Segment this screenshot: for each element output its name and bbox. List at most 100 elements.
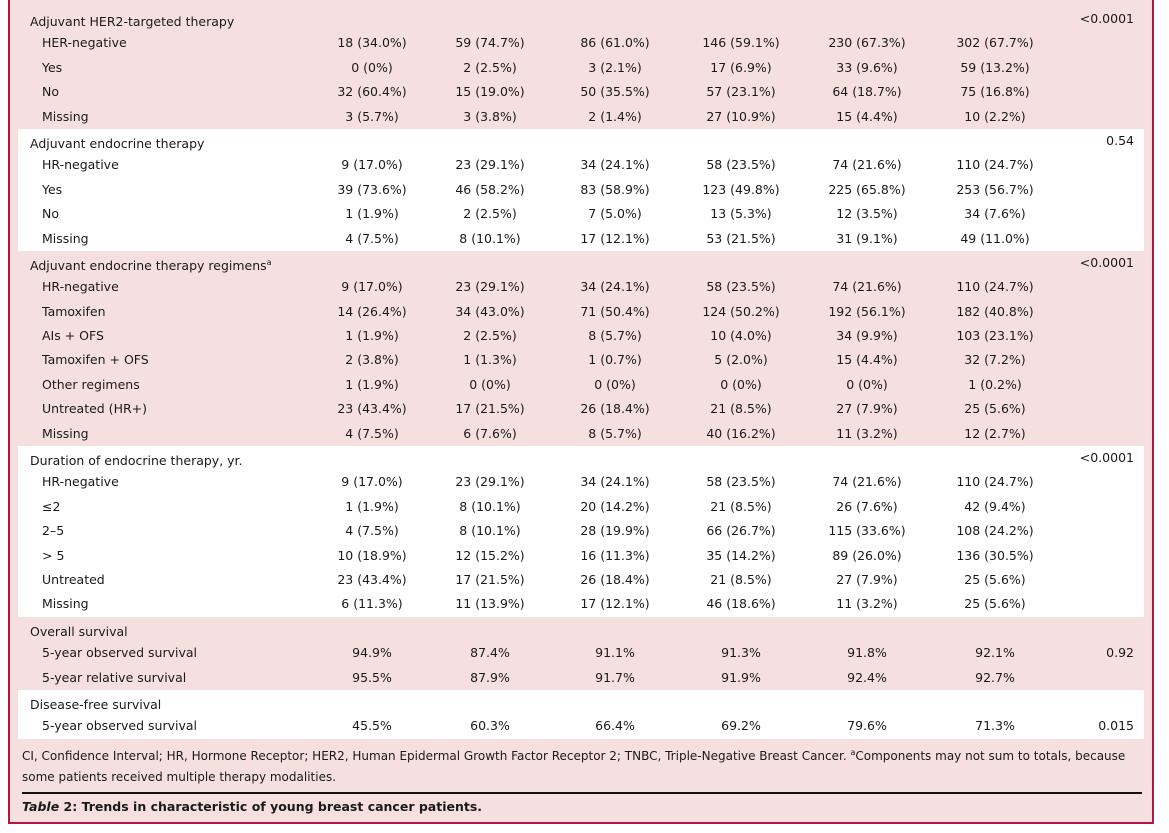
cell-value: 27 (10.9%) <box>706 108 776 124</box>
cell-value: 8 (10.1%) <box>459 230 521 246</box>
cell-value: 6 (7.6%) <box>463 425 517 441</box>
cell-value: 26 (18.4%) <box>580 571 650 587</box>
cell-value: 21 (8.5%) <box>710 571 772 587</box>
cell-value: 17 (12.1%) <box>580 230 650 246</box>
cell-value: 8 (5.7%) <box>588 328 642 344</box>
cell-value: 25 (5.6%) <box>964 401 1026 417</box>
cell-value: 34 (9.9%) <box>836 328 898 344</box>
table-row: Tamoxifen 14 (26.4%) 34 (43.0%) 71 (50.4%) 1… <box>18 300 1144 324</box>
cell-value: 136 (30.5%) <box>956 547 1034 563</box>
cell-value: 87.4% <box>470 645 510 661</box>
cell-value: 8 (10.1%) <box>459 498 521 514</box>
row-label: 5-year observed survival <box>42 645 197 661</box>
cell-value: 28 (19.9%) <box>580 523 650 539</box>
table-row: 5-year relative survival 95.5% 87.9% 91.7% 9… <box>18 666 1144 690</box>
cell-value: 25 (5.6%) <box>964 571 1026 587</box>
row-label: 2–5 <box>42 523 65 539</box>
table-row: HR-negative 9 (17.0%) 23 (29.1%) 34 (24.1%)… <box>18 153 1144 177</box>
cell-value: 1 (1.9%) <box>345 376 399 392</box>
cell-value: 1 (0.7%) <box>588 352 642 368</box>
cell-value: 59 (74.7%) <box>455 35 525 51</box>
cell-value: 7 (5.0%) <box>588 206 642 222</box>
table-caption: Table 2: Trends in characteristic of you… <box>22 799 482 814</box>
cell-value: 17 (6.9%) <box>710 59 772 75</box>
section-title: Adjuvant endocrine therapy regimensa <box>30 251 272 279</box>
p-value: <0.0001 <box>1079 254 1134 270</box>
section-title-text: Adjuvant HER2-targeted therapy <box>30 14 235 30</box>
cell-value: 23 (43.4%) <box>337 401 407 417</box>
cell-value: 9 (17.0%) <box>341 279 403 295</box>
cell-value: 11 (13.9%) <box>455 596 525 612</box>
cell-value: 110 (24.7%) <box>956 279 1034 295</box>
table-row: HR-negative 9 (17.0%) 23 (29.1%) 34 (24.1%)… <box>18 470 1144 494</box>
cell-value: 2 (1.4%) <box>588 108 642 124</box>
cell-value: 17 (12.1%) <box>580 596 650 612</box>
cell-value: 1 (1.9%) <box>345 206 399 222</box>
cell-value: 108 (24.2%) <box>956 523 1034 539</box>
cell-value: 18 (34.0%) <box>337 35 407 51</box>
cell-value: 92.4% <box>847 669 887 685</box>
cell-value: 0 (0%) <box>720 376 762 392</box>
cell-value: 123 (49.8%) <box>702 181 780 197</box>
cell-value: 6 (11.3%) <box>341 596 403 612</box>
table-row: 5-year observed survival 45.5% 60.3% 66.4% 6… <box>18 714 1144 738</box>
cell-value: 35 (14.2%) <box>706 547 776 563</box>
section-title: Overall survival <box>30 617 128 645</box>
cell-value: 57 (23.1%) <box>706 84 776 100</box>
section-title-text: Overall survival <box>30 623 128 639</box>
cell-value: 34 (24.1%) <box>580 474 650 490</box>
cell-value: 95.5% <box>352 669 392 685</box>
section-title: Adjuvant endocrine therapy <box>30 129 204 157</box>
caption-text: 2: Trends in characteristic of young bre… <box>59 799 483 814</box>
cell-value: 12 (2.7%) <box>964 425 1026 441</box>
cell-value: 71 (50.4%) <box>580 303 650 319</box>
cell-value: 2 (3.8%) <box>345 352 399 368</box>
cell-value: 20 (14.2%) <box>580 498 650 514</box>
cell-value: 94.9% <box>352 645 392 661</box>
cell-value: 124 (50.2%) <box>702 303 780 319</box>
cell-value: 10 (4.0%) <box>710 328 772 344</box>
cell-value: 60.3% <box>470 718 510 734</box>
cell-value: 182 (40.8%) <box>956 303 1034 319</box>
cell-value: 91.3% <box>721 645 761 661</box>
footnote: CI, Confidence Interval; HR, Hormone Rec… <box>22 742 1142 788</box>
cell-value: 34 (7.6%) <box>964 206 1026 222</box>
cell-value: 4 (7.5%) <box>345 425 399 441</box>
cell-value: 39 (73.6%) <box>337 181 407 197</box>
cell-value: 45.5% <box>352 718 392 734</box>
cell-value: 75 (16.8%) <box>960 84 1030 100</box>
table-row: Untreated (HR+) 23 (43.4%) 17 (21.5%) 26 (1… <box>18 397 1144 421</box>
cell-value: 23 (29.1%) <box>455 157 525 173</box>
cell-value: 64 (18.7%) <box>832 84 902 100</box>
cell-value: 115 (33.6%) <box>828 523 906 539</box>
table-section: Adjuvant endocrine therapy regimensa <0.0… <box>18 251 1144 446</box>
section-title-text: Disease-free survival <box>30 697 162 713</box>
footnote-marker: a <box>850 748 856 757</box>
cell-value: 12 (15.2%) <box>455 547 525 563</box>
footnote-text-2: Components may not sum to totals, becaus… <box>22 749 1126 784</box>
row-label: Missing <box>42 596 89 612</box>
section-header-row: Overall survival <box>18 617 1144 641</box>
cell-value: 1 (1.9%) <box>345 328 399 344</box>
table-row: No 32 (60.4%) 15 (19.0%) 50 (35.5%) 57 (23.1… <box>18 80 1144 104</box>
row-label: 5-year relative survival <box>42 669 187 685</box>
section-title-text: Adjuvant endocrine therapy <box>30 136 205 152</box>
cell-value: 4 (7.5%) <box>345 523 399 539</box>
table-row: Missing 4 (7.5%) 6 (7.6%) 8 (5.7%) 40 (16.2%… <box>18 422 1144 446</box>
cell-value: 91.9% <box>721 669 761 685</box>
cell-value: 32 (60.4%) <box>337 84 407 100</box>
cell-value: 23 (29.1%) <box>455 474 525 490</box>
row-label: ≤2 <box>42 498 61 514</box>
data-table: Adjuvant HER2-targeted therapy <0.0001 HER… <box>18 7 1144 739</box>
section-title: Disease-free survival <box>30 690 161 718</box>
row-label: Untreated <box>42 571 105 587</box>
cell-value: 3 (2.1%) <box>588 59 642 75</box>
cell-value: 92.1% <box>975 645 1015 661</box>
cell-value: 10 (2.2%) <box>964 108 1026 124</box>
cell-value: 253 (56.7%) <box>956 181 1034 197</box>
section-header-row: Duration of endocrine therapy, yr. <0.000… <box>18 446 1144 470</box>
cell-value: 3 (3.8%) <box>463 108 517 124</box>
cell-value: 9 (17.0%) <box>341 157 403 173</box>
caption-rule <box>22 792 1142 794</box>
table-section: Overall survival 5-year observed survival… <box>18 617 1144 690</box>
